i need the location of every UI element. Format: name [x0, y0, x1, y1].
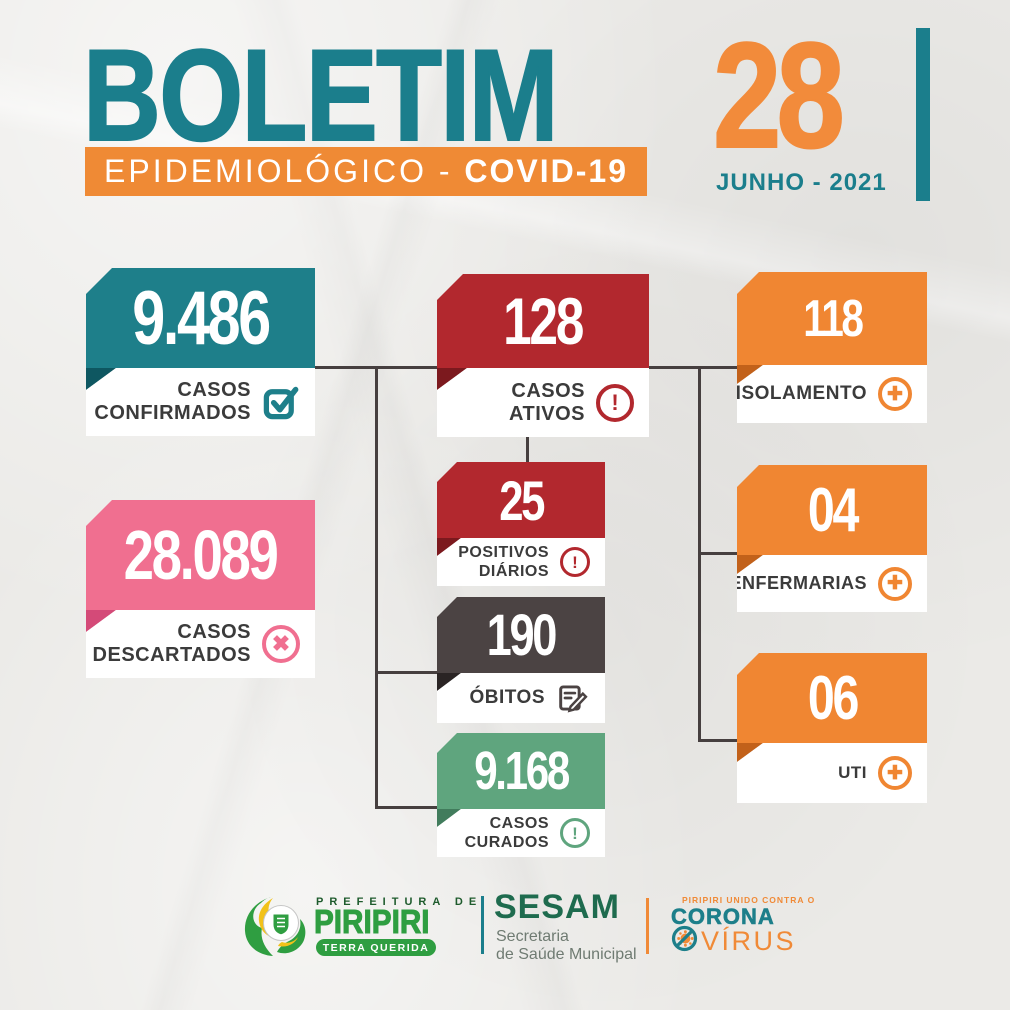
page-title: BOLETIM — [82, 22, 559, 168]
card-value: 25 — [499, 468, 545, 532]
footer-divider — [646, 898, 649, 954]
card-value-block: 118 — [737, 272, 927, 365]
card-label: UTI — [838, 763, 867, 782]
alert-circle-icon: ! — [560, 818, 590, 848]
accent-bar — [916, 28, 930, 201]
subtitle-bold: COVID-19 — [464, 153, 628, 189]
plus-circle-icon: ✚ — [878, 566, 912, 601]
card-label: ISOLAMENTO — [735, 383, 867, 404]
card-value: 128 — [503, 284, 585, 358]
connector-line — [375, 366, 378, 808]
card-value: 9.486 — [132, 275, 271, 361]
card-label: CASOS CURADOS — [464, 815, 549, 851]
no-virus-icon — [671, 925, 698, 957]
card-value-block: 06 — [737, 653, 927, 743]
card-label: CASOS ATIVOS — [509, 379, 585, 425]
bulletin-date: JUNHO - 2021 — [716, 169, 887, 196]
footer-divider — [481, 896, 484, 954]
connector-line — [375, 671, 437, 674]
card-label-box: ISOLAMENTO ✚ — [737, 365, 927, 423]
card-value-block: 190 — [437, 597, 605, 673]
card-label-box: ÓBITOS — [437, 673, 605, 723]
memo-pencil-icon — [556, 681, 590, 715]
card-value-block: 128 — [437, 274, 649, 368]
alert-circle-icon: ! — [560, 547, 590, 577]
bulletin-day: 28 — [712, 11, 846, 179]
card-value: 04 — [807, 475, 858, 545]
check-square-icon — [262, 383, 300, 421]
plus-circle-icon: ✚ — [878, 756, 912, 790]
campaign-tagline: PIRIPIRI UNIDO CONTRA O — [682, 895, 816, 905]
card-label-box: ENFERMARIAS ✚ — [737, 555, 927, 612]
prefeitura-line: PREFEITURA DE — [316, 896, 483, 908]
card-label: CASOS CONFIRMADOS — [94, 379, 251, 424]
card-label-box: POSITIVOS DIÁRIOS ! — [437, 538, 605, 586]
subtitle-regular: EPIDEMIOLÓGICO - — [104, 153, 465, 189]
connector-line — [526, 437, 529, 463]
card-value: 190 — [486, 602, 558, 668]
connector-line — [698, 739, 737, 742]
campaign-virus-row: VÍRUS — [671, 925, 796, 957]
card-value: 06 — [807, 663, 858, 733]
prefeitura-tagline: TERRA QUERIDA — [316, 939, 436, 956]
card-label: ÓBITOS — [469, 687, 545, 708]
card-label-box: CASOS DESCARTADOS ✖ — [86, 610, 315, 678]
card-value-block: 25 — [437, 462, 605, 538]
card-value-block: 9.486 — [86, 268, 315, 368]
subtitle-banner: EPIDEMIOLÓGICO - COVID-19 — [85, 147, 647, 196]
x-circle-icon: ✖ — [262, 625, 300, 663]
card-label: ENFERMARIAS — [729, 573, 867, 593]
prefeitura-name: PIRIPIRI — [314, 903, 430, 941]
campaign-virus-text: VÍRUS — [701, 925, 797, 956]
card-value-block: 28.089 — [86, 500, 315, 610]
sesam-subtitle: Secretaria de Saúde Municipal — [496, 928, 637, 963]
card-label-box: CASOS CURADOS ! — [437, 809, 605, 857]
connector-line — [649, 366, 737, 369]
sesam-logo: SESAM — [494, 888, 620, 926]
card-label: POSITIVOS DIÁRIOS — [458, 544, 549, 580]
card-value-block: 04 — [737, 465, 927, 555]
card-label-box: CASOS CONFIRMADOS — [86, 368, 315, 436]
campaign-corona-text: CORONA — [671, 904, 775, 930]
connector-line — [698, 552, 737, 555]
city-crest-icon — [242, 896, 310, 963]
card-value: 118 — [802, 289, 864, 348]
card-value: 9.168 — [474, 741, 570, 801]
card-value-block: 9.168 — [437, 733, 605, 809]
plus-circle-icon: ✚ — [878, 377, 912, 411]
card-label-box: CASOS ATIVOS ! — [437, 368, 649, 437]
alert-circle-icon: ! — [596, 383, 634, 422]
connector-line — [375, 806, 437, 809]
card-value: 28.089 — [124, 516, 279, 594]
card-label: CASOS DESCARTADOS — [92, 621, 251, 666]
card-label-box: UTI ✚ — [737, 743, 927, 803]
